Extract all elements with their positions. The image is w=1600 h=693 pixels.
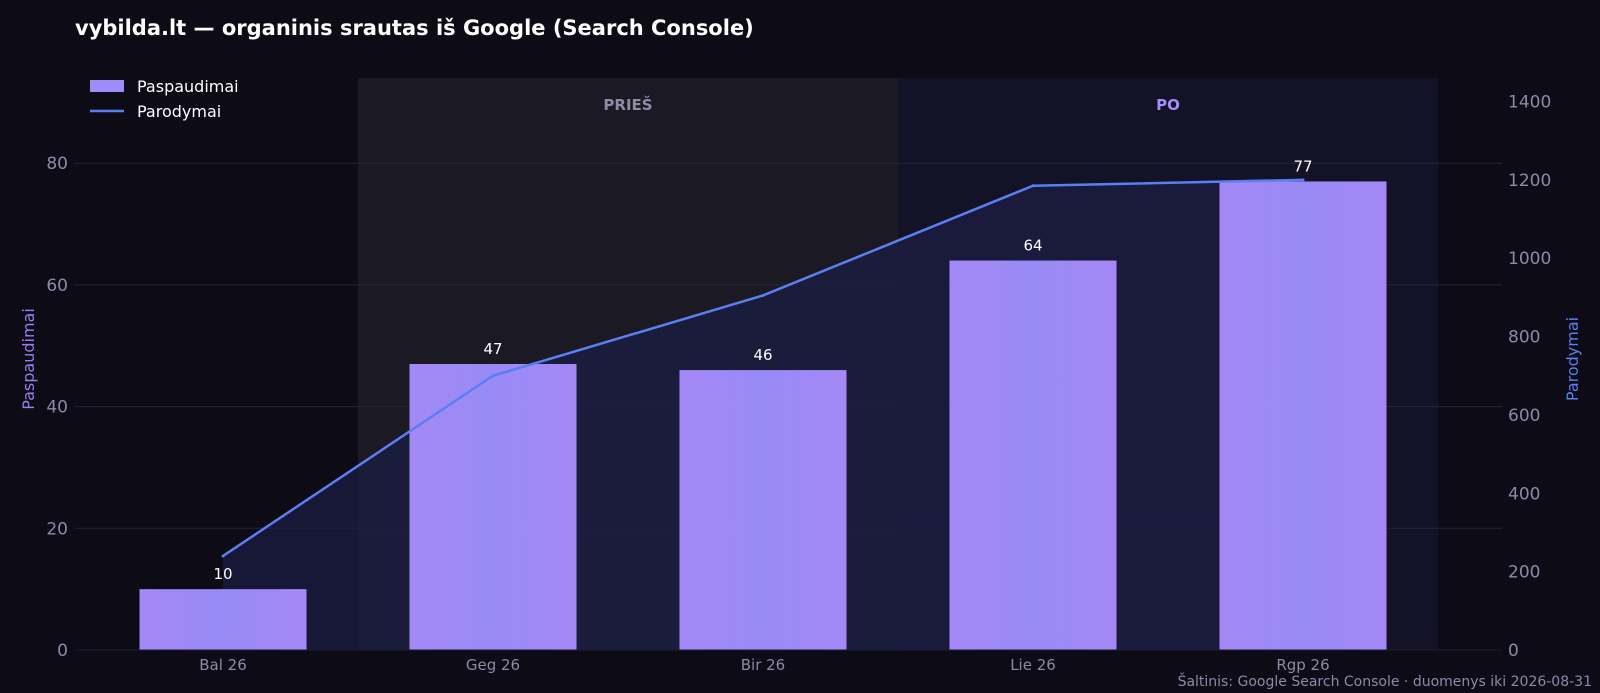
bar-data-label: 10 bbox=[213, 565, 232, 583]
line-point bbox=[1301, 178, 1305, 182]
line-point bbox=[761, 293, 765, 297]
bar-data-label: 64 bbox=[1023, 237, 1042, 255]
bar bbox=[1219, 181, 1387, 650]
source-note: Šaltinis: Google Search Console · duomen… bbox=[1178, 672, 1592, 690]
y-right-tick-label: 1400 bbox=[1508, 93, 1551, 113]
bar bbox=[949, 260, 1117, 650]
bar-data-label: 47 bbox=[483, 340, 502, 358]
period-label: PO bbox=[1156, 96, 1180, 114]
y-left-tick-label: 40 bbox=[46, 398, 68, 418]
legend-swatch-bar bbox=[90, 80, 124, 92]
x-tick-label: Bir 26 bbox=[741, 656, 785, 674]
line-point bbox=[1031, 184, 1035, 188]
y-right-tick-label: 1200 bbox=[1508, 171, 1551, 191]
bar bbox=[679, 370, 847, 650]
legend-label-paspaudimai: Paspaudimai bbox=[137, 77, 239, 96]
y-right-axis-label: Parodymai bbox=[1563, 317, 1582, 401]
y-left-tick-label: 0 bbox=[57, 641, 68, 661]
y-right-tick-label: 1000 bbox=[1508, 249, 1551, 269]
y-right-tick-label: 600 bbox=[1508, 406, 1540, 426]
chart-title: vybilda.lt — organinis srautas iš Google… bbox=[75, 16, 754, 40]
y-right-tick-label: 200 bbox=[1508, 563, 1540, 583]
bar-data-label: 46 bbox=[753, 346, 772, 364]
y-right-tick-label: 800 bbox=[1508, 328, 1540, 348]
y-right-tick-label: 0 bbox=[1508, 641, 1519, 661]
line-point bbox=[491, 374, 495, 378]
legend-label-parodymai: Parodymai bbox=[137, 102, 221, 121]
x-tick-label: Lie 26 bbox=[1010, 656, 1056, 674]
period-label: PRIEŠ bbox=[603, 95, 652, 114]
x-tick-label: Bal 26 bbox=[199, 656, 247, 674]
x-tick-label: Rgp 26 bbox=[1276, 656, 1329, 674]
bar bbox=[139, 589, 307, 650]
bar-data-label: 77 bbox=[1293, 157, 1312, 175]
x-tick-label: Geg 26 bbox=[466, 656, 520, 674]
y-left-axis-label: Paspaudimai bbox=[19, 308, 38, 410]
y-left-tick-label: 60 bbox=[46, 276, 68, 296]
bar bbox=[409, 364, 577, 650]
y-left-tick-label: 80 bbox=[46, 154, 68, 174]
y-left-tick-label: 20 bbox=[46, 519, 68, 539]
line-point bbox=[221, 554, 225, 558]
y-right-tick-label: 400 bbox=[1508, 484, 1540, 504]
